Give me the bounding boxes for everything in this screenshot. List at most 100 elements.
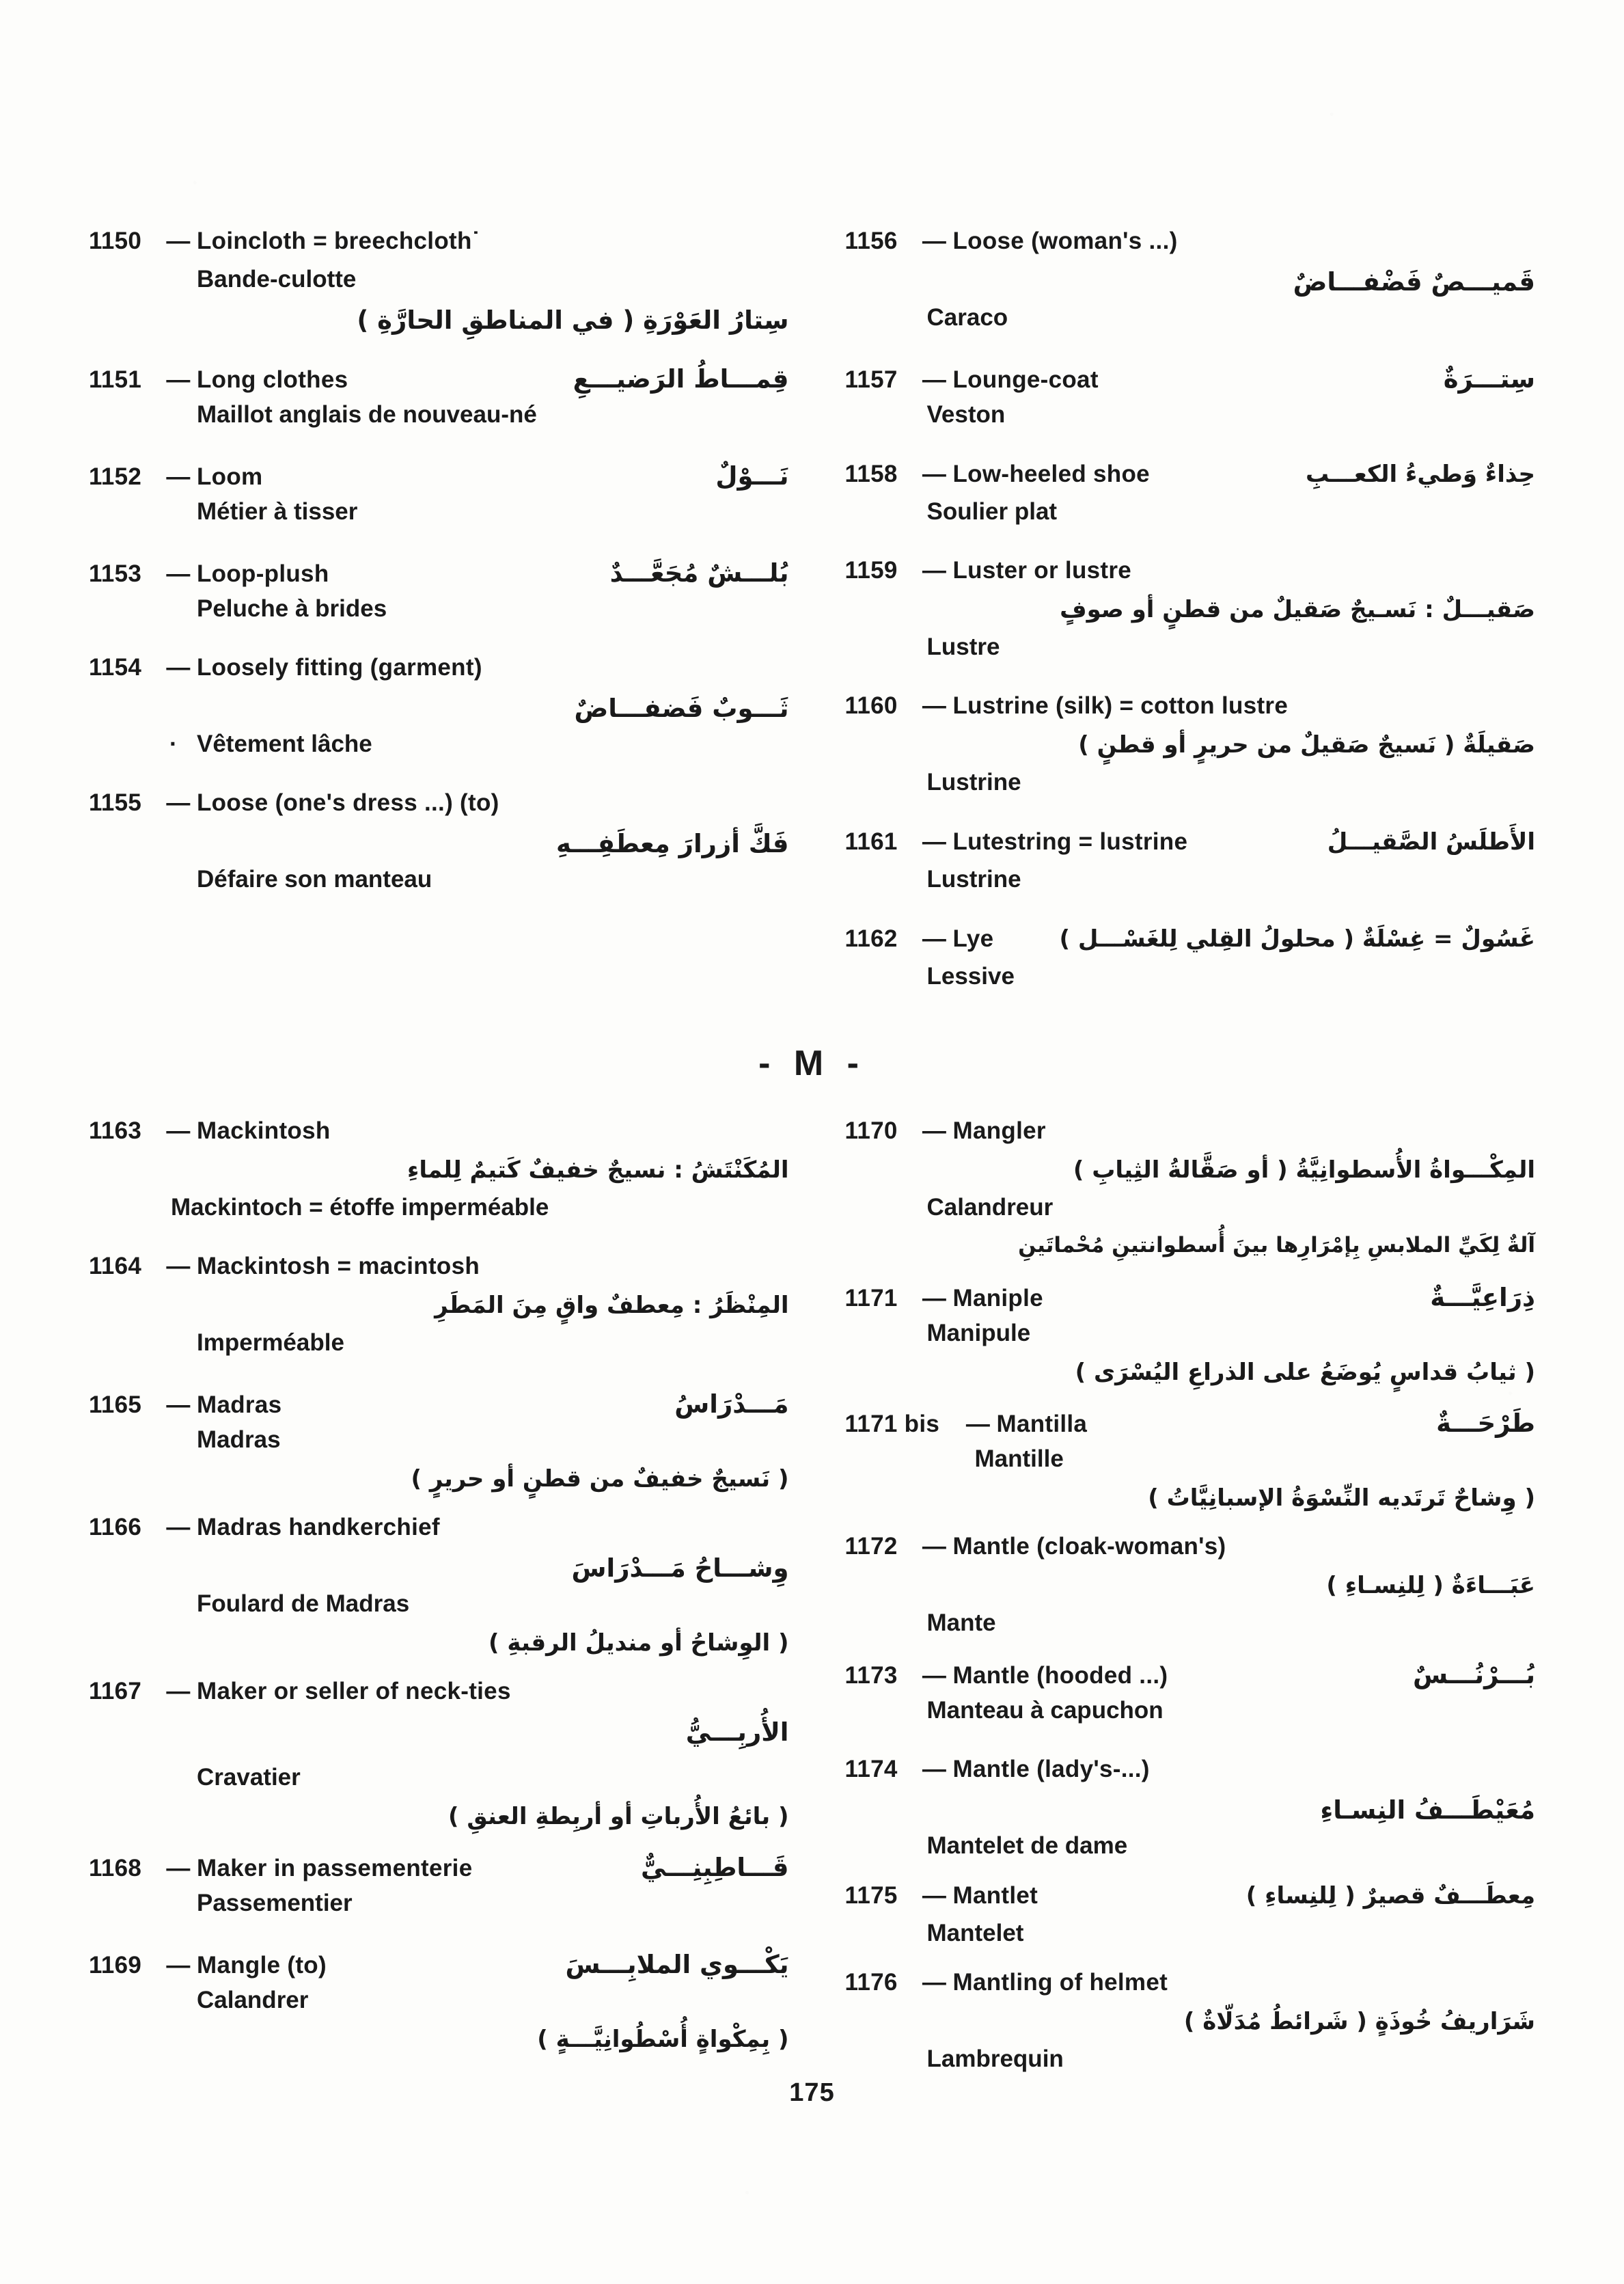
entry-headword-line: 1151 — Long clothes قِمـــاطُ الرَضيـــع… <box>89 361 789 399</box>
entry-headword-line: 1172 — Mantle (cloak-woman's) <box>845 1531 1536 1569</box>
entry-headword-line: 1173 — Mantle (hooded ...) بُـــرْنُـــس… <box>845 1657 1536 1695</box>
entry-dash: — <box>922 1756 947 1782</box>
entry-french: Manteau à capuchon <box>926 1697 1164 1724</box>
entry-head-group: 1151 — Long clothes <box>89 364 348 396</box>
entry-number: 1155 <box>89 789 142 816</box>
entry-dash: — <box>166 560 191 587</box>
dictionary-entry: 1167 — Maker or seller of neck-ties الأُ… <box>89 1676 789 1838</box>
entry-head-group: 1173 — Mantle (hooded ...) <box>845 1660 1168 1691</box>
entry-french: Manipule <box>926 1320 1031 1346</box>
entry-arabic: وِشـــاحُ مَـــدْرَاسَ <box>571 1553 789 1583</box>
entry-french: Mante <box>926 1609 996 1636</box>
entry-arabic: قِمـــاطُ الرَضيـــعِ <box>573 364 789 394</box>
entry-headword-line: 1160 — Lustrine (silk) = cotton lustre <box>845 690 1536 729</box>
column-right-lower: 1170 — Mangler المِكْـــواةُ الأُسطوانِي… <box>812 1115 1536 2102</box>
entry-english: Mangler <box>952 1117 1046 1144</box>
entry-french: Veston <box>926 401 1006 428</box>
dictionary-entry: 1168 — Maker in passementerie قَـــاطِبِ… <box>89 1849 789 1926</box>
entry-headword-line: 1170 — Mangler <box>845 1115 1536 1154</box>
entry-number: 1171 <box>844 1285 898 1311</box>
entry-arabic: سِتارُ العَوْرَةِ ( في المناطقِ الحارَّة… <box>357 305 789 335</box>
entry-french: Vêtement lâche <box>89 729 789 767</box>
dictionary-entry: 1171 bis — Mantilla طَرْحَـــةٌ Mantille… <box>845 1405 1536 1520</box>
entry-english: Mantle (cloak-woman's) <box>952 1533 1226 1560</box>
entry-arabic-note: آلةٌ لِكَيِّ الملابسِ بِإمْرَارِها بينَ … <box>1018 1233 1535 1257</box>
entry-dash: — <box>166 1678 191 1704</box>
entry-french: Lustrine <box>926 769 1021 796</box>
entry-number: 1171 bis <box>844 1411 940 1437</box>
entry-french: Foulard de Madras <box>197 1590 410 1617</box>
entry-english: Mangle (to) <box>197 1952 327 1979</box>
entry-arabic: حِذاءٌ وَطيءُ الكعـــبِ <box>1305 461 1535 488</box>
entry-french: Mantelet <box>926 1920 1024 1946</box>
dictionary-entry: 1169 — Mangle (to) يَكْـــوي الملابِـــس… <box>89 1946 789 2061</box>
entry-headword-line: 1165 — Madras مَـــدْرَاسُ <box>89 1386 789 1424</box>
entry-arabic: مَـــدْرَاسُ <box>674 1389 789 1419</box>
column-left-upper: 1150 — Loincloth = breechcloth˙ Bande-cu… <box>89 226 812 923</box>
entry-arabic: قَميـــصٌ فَضْفـــاضٌ <box>1293 267 1535 297</box>
entry-french: Caraco <box>926 304 1008 331</box>
entry-arabic: بُـــرْنُـــسٌ <box>1413 1660 1535 1689</box>
entry-arabic: صَقيـــلٌ : نَسـيجٌ صَقيلٌ من قطنٍ أو صو… <box>1060 596 1535 623</box>
entry-french: Bande-culotte <box>197 266 357 293</box>
entry-dash: — <box>166 654 191 681</box>
entry-english: Loop-plush <box>197 560 329 587</box>
entry-dash: — <box>922 1969 947 1996</box>
column-left-lower: 1163 — Mackintosh المُكَنْتَشُ : نسيجٌ خ… <box>89 1115 812 2082</box>
entry-number: 1164 <box>89 1253 142 1279</box>
entry-dash: — <box>922 1662 947 1689</box>
entry-number: 1165 <box>89 1391 142 1418</box>
entry-headword-line: 1153 — Loop-plush بُلـــشٌ مُجَعَّـــدٌ <box>89 555 789 593</box>
entry-french: Lustre <box>926 634 1000 660</box>
entry-headword-line: 1164 — Mackintosh = macintosh <box>89 1251 789 1289</box>
entry-french: Défaire son manteau <box>197 866 432 893</box>
entry-dash: — <box>166 1391 191 1418</box>
entry-dash: — <box>166 1514 191 1540</box>
entry-head-group: 1175 — Mantlet <box>845 1880 1038 1912</box>
spacer <box>89 1752 789 1762</box>
dictionary-entry: 1164 — Mackintosh = macintosh المِنْظَرُ… <box>89 1251 789 1365</box>
entry-french: Madras <box>197 1426 281 1453</box>
section-letter-heading: - M - <box>758 1044 866 1083</box>
entry-arabic: عَبَـــاءَةٌ ( لِلنِسـاءِ ) <box>1326 1572 1535 1599</box>
dictionary-entry: 1165 — Madras مَـــدْرَاسُ Madras ( نَسي… <box>89 1386 789 1501</box>
entry-headword-line: 1163 — Mackintosh <box>89 1115 789 1154</box>
entry-dash: — <box>965 1411 991 1437</box>
entry-arabic: ذِرَاعِيَّـــةٌ <box>1430 1283 1535 1312</box>
entry-head-group: 1158 — Low-heeled shoe <box>845 459 1150 490</box>
entry-number: 1151 <box>89 366 142 393</box>
entry-dash: — <box>922 1882 947 1909</box>
entry-number: 1169 <box>89 1952 142 1979</box>
entry-arabic: سِتـــرَةٌ <box>1443 364 1535 394</box>
entry-french: Calandrer <box>197 1987 309 2013</box>
entry-arabic-note: ( ثيابُ قداسٍ يُوضَعُ على الذراعِ اليُسْ… <box>1075 1359 1535 1386</box>
entry-french: Maillot anglais de nouveau-né <box>197 401 537 428</box>
entry-french: Mantille <box>974 1445 1064 1472</box>
entry-head-group: 1153 — Loop-plush <box>89 558 329 590</box>
dictionary-entry: 1160 — Lustrine (silk) = cotton lustre ص… <box>845 690 1536 805</box>
entry-arabic: مُعَيْطَـــفُ النِسـاءِ <box>1320 1795 1535 1825</box>
entry-headword-line: 1161 — Lutestring = lustrine الأَطلَسُ ا… <box>845 826 1536 864</box>
entry-headword-line: 1168 — Maker in passementerie قَـــاطِبِ… <box>89 1849 789 1888</box>
entry-dash: — <box>166 1117 191 1144</box>
entry-english: Mackintosh <box>197 1117 331 1144</box>
entry-arabic: الأُربِـــيُّ <box>685 1717 789 1747</box>
entry-dash: — <box>922 461 947 487</box>
entry-english: Loosely fitting (garment) <box>197 654 482 681</box>
entry-headword-line: 1158 — Low-heeled shoe حِذاءٌ وَطيءُ الك… <box>845 458 1536 496</box>
entry-number: 1161 <box>844 828 898 855</box>
entry-headword-line: 1150 — Loincloth = breechcloth˙ <box>89 226 789 264</box>
entry-dash: — <box>166 789 191 816</box>
entry-number: 1175 <box>844 1882 898 1909</box>
dictionary-entry: 1150 — Loincloth = breechcloth˙ Bande-cu… <box>89 226 789 340</box>
entry-headword-line: 1169 — Mangle (to) يَكْـــوي الملابِـــس… <box>89 1946 789 1985</box>
entries-band-lower: 1163 — Mackintosh المُكَنْتَشُ : نسيجٌ خ… <box>89 1115 1535 2102</box>
entry-head-group: 1171 bis — Mantilla <box>845 1409 1088 1440</box>
entry-headword-line: 1152 — Loom نَـــوْلٌ <box>89 458 789 496</box>
entry-french: Lessive <box>926 963 1015 990</box>
dictionary-entry: 1171 — Maniple ذِرَاعِيَّـــةٌ Manipule … <box>845 1279 1536 1394</box>
dictionary-entry: 1157 — Lounge-coat سِتـــرَةٌ Veston <box>845 361 1536 437</box>
entry-english: Loose (woman's ...) <box>952 228 1178 254</box>
entry-arabic: طَرْحَـــةٌ <box>1436 1409 1535 1438</box>
entry-number: 1173 <box>844 1662 898 1689</box>
